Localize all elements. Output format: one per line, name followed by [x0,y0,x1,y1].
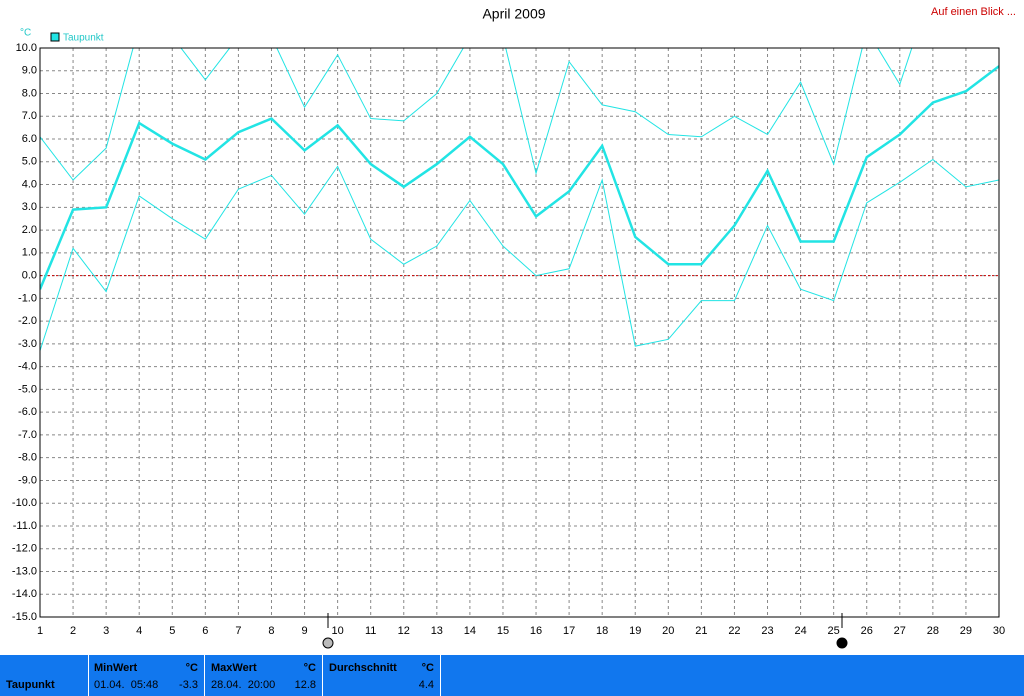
chart-title: April 2009 [482,6,545,22]
y-tick-label: -13.0 [12,565,37,577]
legend-swatch [50,32,60,42]
x-tick-label: 28 [927,625,939,637]
x-tick-label: 23 [761,625,773,637]
x-tick-label: 2 [70,625,76,637]
max-value: 12.8 [294,679,316,691]
x-tick-label: 18 [596,625,608,637]
x-tick-label: 16 [530,625,542,637]
x-tick-label: 19 [629,625,641,637]
x-tick-label: 17 [563,625,575,637]
chart: April 2009 Auf einen Blick ... °C Taupun… [12,6,1016,649]
y-tick-label: 1.0 [22,247,37,259]
data-line [40,158,999,351]
x-tick-label: 8 [268,625,274,637]
min-cell: MinWert °C 01.04. 05:48 -3.3 [88,655,205,696]
summary-label: Taupunkt [6,679,55,691]
unit-label: °C [20,28,31,39]
max-cell: MaxWert °C 28.04. 20:00 12.8 [205,655,323,696]
min-value: -3.3 [179,679,198,691]
x-tick-label: 3 [103,625,109,637]
y-tick-label: 7.0 [22,110,37,122]
y-tick-label: -6.0 [18,406,37,418]
y-tick-label: -10.0 [12,497,37,509]
x-tick-label: 27 [894,625,906,637]
x-tick-label: 6 [202,625,208,637]
min-title: MinWert [94,662,138,674]
y-tick-label: 3.0 [22,201,37,213]
y-tick-label: -2.0 [18,315,37,327]
x-tick-label: 13 [431,625,443,637]
y-tick-label: 5.0 [22,156,37,168]
data-line [40,48,913,181]
y-tick-label: -9.0 [18,474,37,486]
max-unit: °C [303,662,316,674]
y-tick-label: -4.0 [18,361,37,373]
summary-label-cell: Taupunkt [0,655,89,696]
x-tick-label: 7 [235,625,241,637]
new-moon-icon [836,637,848,649]
y-tick-label: -12.0 [12,543,37,555]
y-tick-label: -5.0 [18,383,37,395]
avg-value: 4.4 [418,679,434,691]
x-tick-label: 22 [728,625,740,637]
summary-bar: Taupunkt MinWert °C 01.04. 05:48 -3.3 Ma… [0,655,1024,696]
y-tick-label: 10.0 [16,42,37,54]
x-tick-label: 1 [37,625,43,637]
avg-title: Durchschnitt [329,662,397,674]
y-tick-label: 2.0 [22,224,37,236]
avg-unit: °C [421,662,434,674]
y-tick-label: -1.0 [18,292,37,304]
x-tick-label: 15 [497,625,509,637]
x-tick-label: 10 [331,625,343,637]
max-time: 28.04. 20:00 [211,679,276,691]
y-tick-label: 9.0 [22,65,37,77]
x-tick-label: 9 [301,625,307,637]
y-tick-label: 6.0 [22,133,37,145]
y-tick-label: 4.0 [22,178,37,190]
x-tick-label: 5 [169,625,175,637]
x-tick-label: 12 [398,625,410,637]
x-tick-label: 29 [960,625,972,637]
y-tick-label: -7.0 [18,429,37,441]
x-tick-label: 20 [662,625,674,637]
x-tick-label: 26 [861,625,873,637]
x-tick-label: 4 [136,625,142,637]
y-tick-label: -3.0 [18,338,37,350]
x-tick-label: 24 [794,625,806,637]
y-tick-label: 0.0 [22,270,37,282]
y-tick-label: -11.0 [13,520,37,532]
y-tick-label: 8.0 [22,87,37,99]
data-line [40,65,999,290]
legend-label: Taupunkt [63,33,104,44]
x-tick-label: 11 [365,625,376,637]
x-tick-label: 25 [828,625,840,637]
y-tick-label: -14.0 [12,588,37,600]
x-tick-label: 14 [464,625,476,637]
max-title: MaxWert [211,662,257,674]
x-tick-label: 21 [695,625,707,637]
y-tick-label: -8.0 [18,452,37,464]
link[interactable]: Auf einen Blick ... [931,6,1016,18]
plot-frame [39,47,1000,618]
avg-cell: Durchschnitt °C 4.4 [323,655,441,696]
y-tick-label: -15.0 [12,611,37,623]
plot-area [40,48,999,617]
min-unit: °C [185,662,198,674]
full-moon-icon [322,637,334,649]
min-time: 01.04. 05:48 [94,679,159,691]
x-tick-label: 30 [993,625,1005,637]
